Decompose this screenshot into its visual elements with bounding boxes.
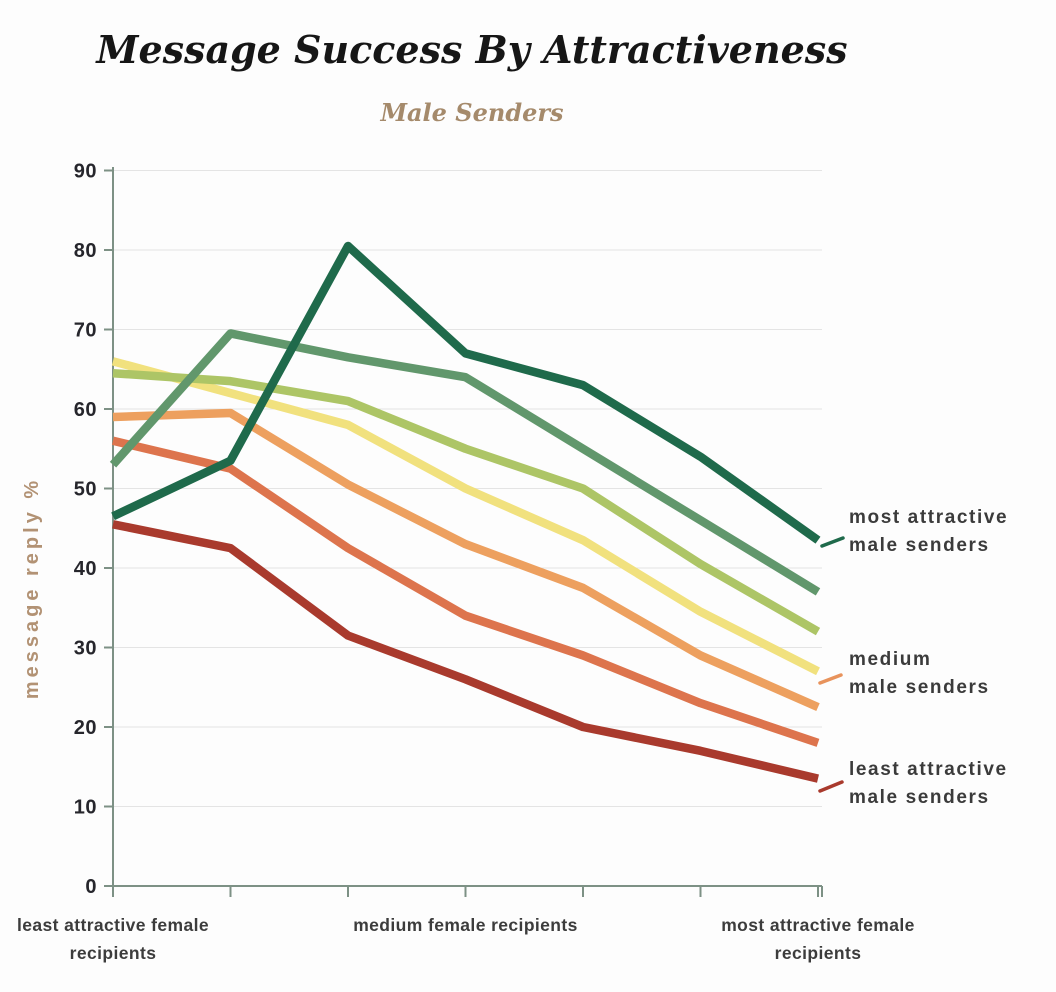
chart-subtitle: Male Senders xyxy=(379,98,564,127)
y-tick-label: 80 xyxy=(74,240,97,262)
y-tick-label: 30 xyxy=(74,638,97,660)
y-axis-title: message reply % xyxy=(21,477,43,699)
series-line-rank-6 xyxy=(112,436,820,747)
annotation-label: medium male senders xyxy=(849,649,990,698)
y-tick-label: 40 xyxy=(74,558,97,580)
annotation-leader xyxy=(820,536,845,548)
x-category-label: least attractive female recipients xyxy=(17,915,209,963)
labels-layer: 0 10 20 30 40 50 60 70 80 90 least attractive fema… xyxy=(17,161,915,964)
y-tick-label: 90 xyxy=(74,161,97,183)
annotation-label-line: male senders xyxy=(849,787,990,808)
series-layer xyxy=(109,241,821,783)
annotation-leader xyxy=(818,673,843,685)
x-category-label-line: medium female recipients xyxy=(353,915,578,935)
series-line-most-attractive xyxy=(111,241,821,544)
annotations-layer: most attractive male senders medium male se… xyxy=(818,507,1008,808)
annotation-label-line: medium xyxy=(849,649,931,670)
annotation-label-line: least attractive xyxy=(849,759,1008,780)
x-category-label: most attractive female recipients xyxy=(721,915,915,963)
series-line-rank-5 xyxy=(112,408,820,712)
x-category-label: medium female recipients xyxy=(353,915,578,935)
annotation-label-line: most attractive xyxy=(849,507,1008,528)
x-category-label-line: recipients xyxy=(775,943,862,963)
y-tick-label: 20 xyxy=(74,717,97,739)
series-line-medium xyxy=(111,357,820,676)
y-tick-label: 50 xyxy=(74,479,97,501)
x-category-label-line: least attractive female xyxy=(17,915,209,935)
x-category-label-line: most attractive female xyxy=(721,915,915,935)
annotation-leader xyxy=(818,780,844,793)
y-tick-label: 0 xyxy=(85,876,97,898)
annotation-label-line: male senders xyxy=(849,677,990,698)
annotation-label: most attractive male senders xyxy=(849,507,1008,556)
x-category-label-line: recipients xyxy=(70,943,157,963)
series-line-rank-3 xyxy=(112,368,821,636)
series-line-rank-2 xyxy=(109,329,821,596)
series-line-least-attractive xyxy=(112,520,819,783)
y-tick-label: 60 xyxy=(74,399,97,421)
y-tick-label: 70 xyxy=(74,320,97,342)
annotation-label: least attractive male senders xyxy=(849,759,1008,808)
chart-title: Message Success By Attractiveness xyxy=(94,27,847,72)
annotation-label-line: male senders xyxy=(849,535,990,556)
y-tick-label: 10 xyxy=(74,797,97,819)
